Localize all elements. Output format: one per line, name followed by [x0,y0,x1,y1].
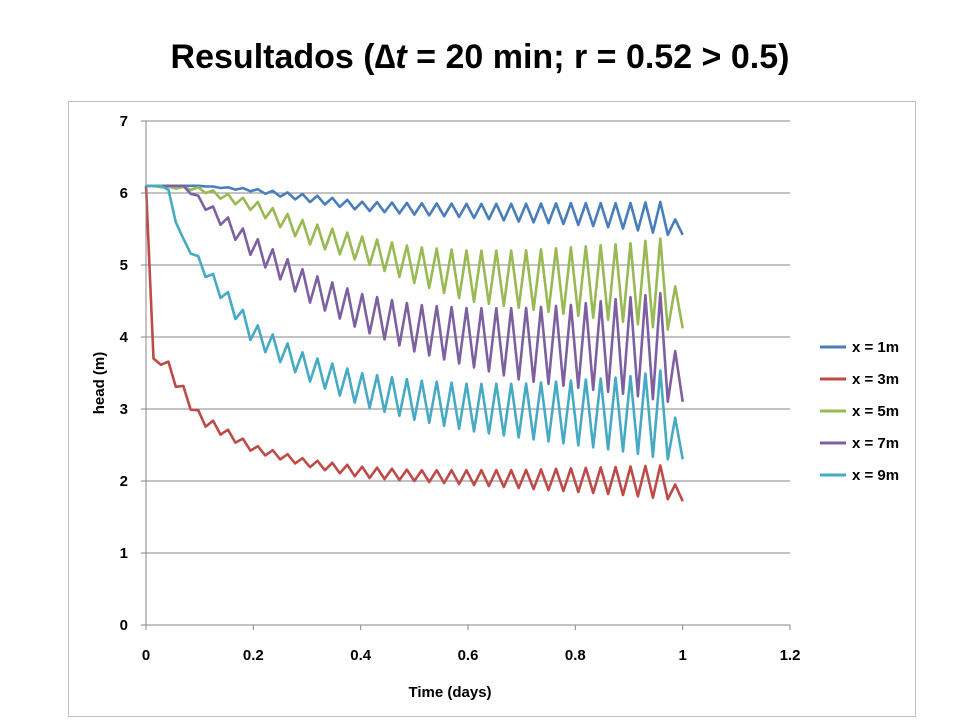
title-rest: = 20 min; r = 0.52 > 0.5) [406,38,790,76]
x-tick-label: 0.2 [243,647,264,664]
series-line-5 [146,184,684,461]
x-tick-label: 0.4 [350,647,372,664]
legend-label-3: x = 5m [852,403,899,420]
x-tick-label: 0.8 [565,647,586,664]
y-tick-label: 3 [120,401,128,418]
series-layer [144,184,684,502]
y-tick-label: 6 [120,185,128,202]
tick-label-layer: 0 1 2 3 4 5 6 7 0 0.2 0.4 0.6 0.8 1 1.2 [120,113,801,664]
y-tick-label: 7 [120,113,128,130]
y-tick-label: 2 [120,473,128,490]
y-tick-label: 1 [120,545,128,562]
legend: x = 1m x = 3m x = 5m x = 7m x = 9m [820,339,899,484]
series-line-1 [146,184,684,237]
axis-layer [141,120,791,630]
legend-label-1: x = 1m [852,339,899,356]
series-line-2 [144,185,684,502]
legend-label-4: x = 7m [852,435,899,452]
x-tick-label: 0.6 [458,647,479,664]
x-tick-label: 1 [678,647,686,664]
grid-layer [146,120,790,554]
y-tick-label: 4 [120,329,129,346]
series-line-3 [145,184,684,332]
y-tick-label: 0 [120,617,128,634]
title-t-variable: t [395,38,407,76]
x-axis-title: Time (days) [408,684,491,701]
x-tick-label: 0 [142,647,150,664]
page-title: Resultados (∆t = 20 min; r = 0.52 > 0.5) [0,38,960,77]
y-tick-label: 5 [120,257,128,274]
legend-label-2: x = 3m [852,371,899,388]
x-tick-label: 1.2 [780,647,801,664]
title-delta-symbol: ∆ [374,38,396,76]
title-prefix: Resultados ( [170,38,375,76]
series-line-4 [146,184,684,404]
y-axis-title: head (m) [91,352,108,415]
legend-label-5: x = 9m [852,467,899,484]
